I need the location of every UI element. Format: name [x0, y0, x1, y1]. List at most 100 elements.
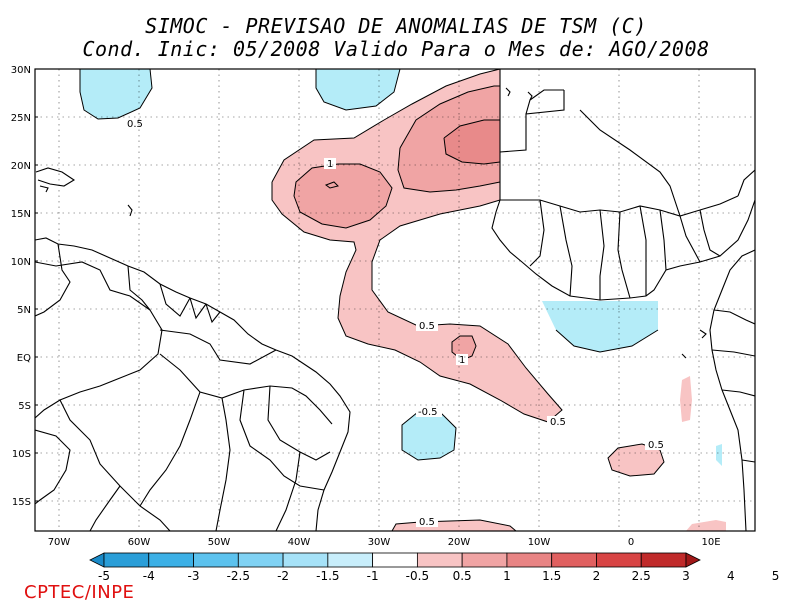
africa-coast	[709, 249, 755, 531]
pos-region-1-5	[444, 120, 500, 164]
country-border	[59, 399, 171, 531]
lon-tick-label: 40W	[288, 537, 311, 548]
page-subtitle: Cond. Inic: 05/2008 Valido Para o Mes de…	[82, 37, 710, 61]
map-frame	[34, 68, 756, 532]
colorbar-swatch	[372, 552, 418, 568]
country-border	[499, 90, 565, 153]
pos-patch-east-equatorial	[680, 376, 692, 422]
colorbar-swatch	[640, 552, 687, 568]
island-outline	[681, 353, 687, 359]
contour-label: 0.5	[127, 119, 143, 130]
neg-patch-north-central	[316, 69, 400, 110]
country-border	[529, 199, 545, 267]
neg-patch-gulf-guinea	[542, 301, 658, 352]
contour-label: 0.5	[419, 517, 435, 528]
country-border	[139, 391, 201, 507]
colorbar-label: -3	[188, 569, 200, 583]
colorbar-label: 1	[503, 569, 511, 583]
country-border	[699, 209, 721, 257]
country-border	[267, 385, 331, 461]
colorbar-swatch	[148, 552, 194, 568]
colorbar-swatch	[551, 552, 597, 568]
colorbar-label: 4	[727, 569, 735, 583]
neg-patch-south-atlantic	[402, 412, 456, 460]
contour-label: 0.5	[419, 321, 435, 332]
colorbar: -5 -4 -3 -2.5 -2 -1.5 -1 -0.5 0.5 1 1.5 2 2.5 3 4 5	[89, 552, 780, 583]
island-outline	[527, 91, 533, 101]
pos-patch-southeast	[686, 520, 726, 531]
colorbar-label: 3	[682, 569, 690, 583]
contour-labels: 0.5 1 0.5 1 0.5 -0.5 0.5 0.5	[124, 118, 667, 528]
colorbar-label: 5	[772, 569, 780, 583]
contour-label: 0.5	[648, 440, 664, 451]
neg-patch-north-caribbean	[80, 69, 152, 119]
country-border	[239, 389, 325, 491]
lat-tick-label: 15N	[11, 209, 31, 220]
country-border	[599, 209, 605, 300]
country-border	[525, 89, 564, 115]
lat-tick-label: EQ	[17, 353, 31, 364]
colorbar-label: -5	[98, 569, 110, 583]
south-america-coast	[35, 237, 351, 531]
lon-tick-label: 20W	[448, 537, 471, 548]
colorbar-label: -1	[367, 569, 379, 583]
pos-region-1-0-north	[294, 164, 392, 228]
country-border	[679, 215, 701, 263]
coastlines	[35, 69, 755, 531]
country-border	[189, 297, 207, 320]
colorbar-swatch	[282, 552, 329, 568]
country-border	[737, 169, 755, 197]
lon-tick-label: 0	[628, 537, 634, 548]
colorbar-label: -2	[277, 569, 289, 583]
country-border	[127, 265, 151, 311]
lon-tick-label: 70W	[48, 537, 71, 548]
colorbar-swatch	[461, 552, 508, 568]
pos-patch-south-central	[392, 520, 516, 531]
neg-patch-angola	[716, 444, 722, 466]
country-border	[275, 451, 301, 531]
contour-label: -0.5	[418, 407, 438, 418]
colorbar-label: 2.5	[632, 569, 651, 583]
colorbar-label: 1.5	[542, 569, 561, 583]
colorbar-swatch	[103, 552, 150, 568]
country-border	[215, 397, 231, 531]
lat-axis: 30N 25N 20N 15N 10N 5N EQ 5S 10S 15S	[11, 65, 38, 508]
country-border	[659, 209, 667, 271]
country-border	[639, 205, 647, 296]
colorbar-swatch	[685, 552, 701, 568]
pos-patch-south-gulf	[608, 444, 664, 476]
lat-tick-label: 20N	[11, 161, 31, 172]
colorbar-swatch	[193, 552, 239, 568]
island-outline	[39, 185, 49, 193]
island-outline	[699, 329, 707, 339]
lat-tick-label: 10N	[11, 257, 31, 268]
lat-tick-label: 5N	[17, 305, 31, 316]
country-border	[741, 459, 755, 463]
colorbar-swatch	[596, 552, 642, 568]
colorbar-swatch	[237, 552, 284, 568]
lat-tick-label: 30N	[11, 65, 31, 76]
country-border	[579, 109, 681, 217]
colorbar-label: -0.5	[406, 569, 429, 583]
country-border	[159, 283, 191, 317]
colorbar-label: 2	[593, 569, 601, 583]
lat-tick-label: 15S	[12, 497, 31, 508]
country-border	[617, 211, 631, 299]
colorbar-label: -1.5	[316, 569, 339, 583]
colorbar-swatch	[506, 552, 553, 568]
island-outline	[505, 87, 511, 97]
country-border	[159, 353, 333, 425]
country-border	[35, 261, 163, 419]
lat-tick-label: 10S	[12, 449, 31, 460]
colorbar-label: 0.5	[453, 569, 472, 583]
contour-label: 1	[327, 159, 333, 170]
country-border	[713, 309, 755, 325]
country-border	[559, 205, 573, 297]
colorbar-label: -4	[143, 569, 155, 583]
country-border	[500, 195, 739, 217]
colorbar-swatch	[327, 552, 374, 568]
shading-layer	[80, 69, 726, 531]
country-border	[159, 329, 277, 365]
lat-tick-label: 5S	[18, 401, 31, 412]
